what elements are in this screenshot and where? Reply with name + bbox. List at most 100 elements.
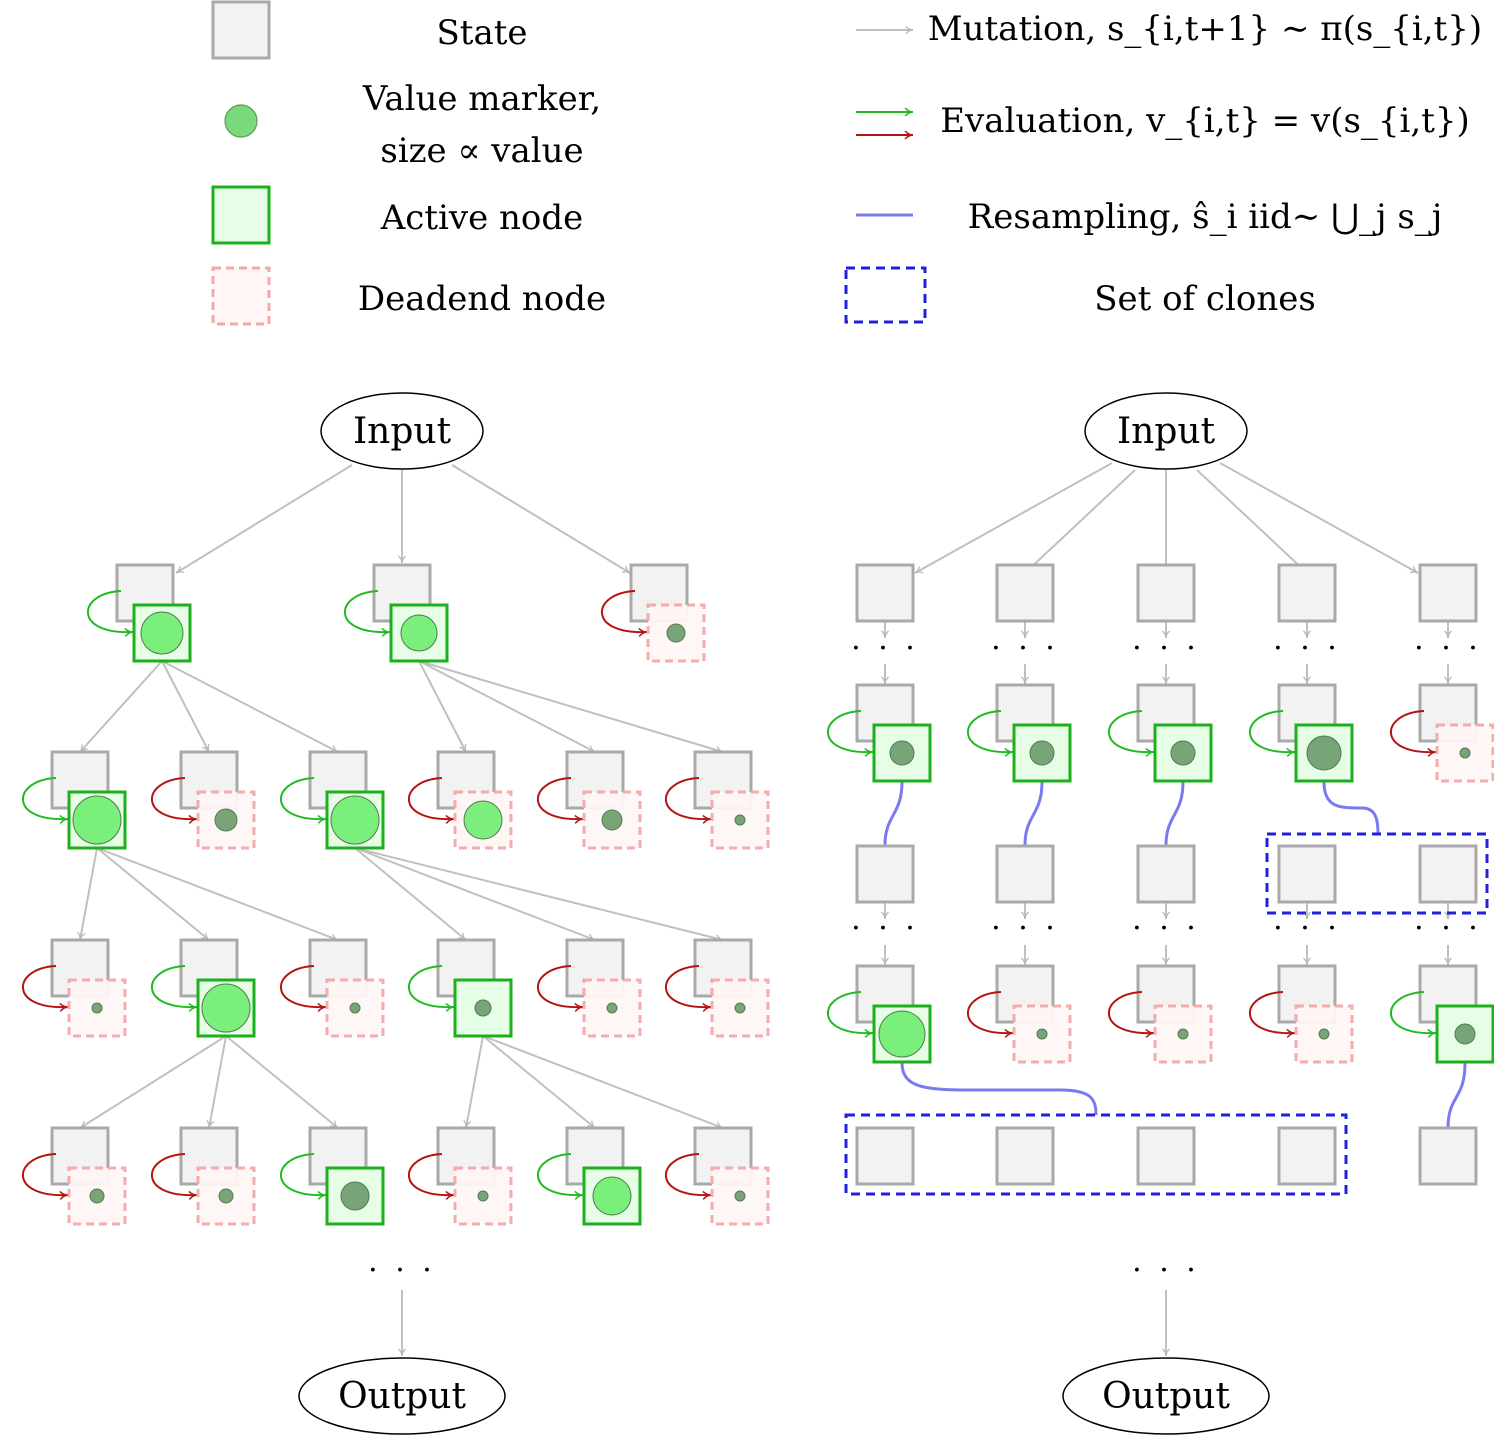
mutation-arrow: [96, 847, 210, 941]
value-marker: [214, 808, 238, 832]
active-evaluation: [151, 938, 256, 1038]
value-marker: [1170, 740, 1196, 766]
mutation-arrow: [161, 660, 210, 753]
state-node: [855, 1126, 915, 1186]
evaluation-arrow-bad: [601, 590, 648, 637]
value-marker: [1036, 1028, 1048, 1040]
legend-value-marker-swatch: [224, 104, 258, 138]
evaluation-arrow-good: [280, 777, 327, 824]
set-of-clones-box: [844, 1113, 1348, 1196]
resampling-link: [883, 781, 904, 846]
mutation-arrow: [1024, 469, 1136, 574]
vertical-ellipsis: · · ·: [1414, 911, 1482, 946]
value-marker: [1306, 735, 1342, 771]
evaluation-arrow-bad: [151, 777, 198, 824]
state-node: [995, 1126, 1055, 1186]
legend-value-marker-label-2: size ∝ value: [380, 131, 583, 171]
value-marker: [601, 809, 623, 831]
vertical-ellipsis: · · ·: [851, 631, 919, 666]
legend: State Value marker, size ∝ value Active …: [211, 0, 1482, 326]
legend-active-node-swatch: [211, 185, 271, 245]
active-evaluation: [87, 563, 192, 663]
evaluation-arrow-good: [1390, 991, 1437, 1038]
vertical-ellipsis: · · ·: [1273, 631, 1341, 666]
legend-deadend-node-swatch: [211, 266, 271, 326]
vertical-ellipsis: · · ·: [851, 911, 919, 946]
legend-state-swatch: [211, 0, 271, 60]
set-of-clones-box: [1265, 832, 1489, 915]
right-ellipsis: · · ·: [1132, 1253, 1200, 1288]
state-node: [1418, 1126, 1478, 1186]
right-input-node: [1084, 392, 1248, 470]
active-evaluation: [827, 683, 932, 783]
right-input-label: Input: [1117, 411, 1216, 452]
active-node: [325, 1166, 385, 1226]
evaluation-arrow-bad: [1249, 991, 1296, 1038]
vertical-ellipsis: · · ·: [1273, 911, 1341, 946]
value-marker: [218, 1188, 234, 1204]
value-marker: [1454, 1023, 1476, 1045]
vertical-ellipsis: · · ·: [991, 911, 1059, 946]
legend-evaluation-label: Evaluation, v_{i,t} = v(s_{i,t}): [940, 101, 1470, 141]
state-node: [1136, 844, 1196, 904]
state-node: [995, 844, 1055, 904]
evaluation-arrow-good: [151, 965, 198, 1012]
evaluation-arrow-bad: [967, 991, 1014, 1038]
parallel-resampling-diagram: Input · · · · · · · · · · · · · · · · · · · · …: [827, 392, 1494, 1435]
mutation-arrow: [482, 1035, 596, 1129]
vertical-ellipsis: · · ·: [991, 631, 1059, 666]
evaluation-arrow-bad: [408, 1153, 455, 1200]
value-marker: [349, 1002, 361, 1014]
evaluation-arrow-bad: [537, 777, 584, 824]
active-evaluation: [537, 1126, 642, 1226]
state-node: [1277, 844, 1337, 904]
deadend-evaluation: [537, 938, 642, 1038]
deadend-evaluation: [537, 750, 642, 850]
right-output-node: [1062, 1357, 1270, 1435]
mutation-arrow: [161, 660, 339, 753]
evaluation-arrow-bad: [280, 965, 327, 1012]
left-input-node: [320, 392, 484, 470]
mutation-arrow: [354, 847, 596, 942]
deadend-evaluation: [967, 964, 1072, 1064]
evaluation-arrow-good: [1108, 710, 1155, 757]
value-marker: [400, 614, 438, 652]
deadend-evaluation: [151, 1126, 256, 1226]
deadend-node: [325, 978, 385, 1038]
deadend-evaluation: [280, 938, 385, 1038]
evaluation-arrow-bad: [537, 965, 584, 1012]
value-marker: [734, 1002, 746, 1014]
mutation-arrow: [418, 660, 596, 753]
evaluation-arrow-bad: [151, 1153, 198, 1200]
evaluation-arrow-bad: [1108, 991, 1155, 1038]
left-ellipsis: · · ·: [368, 1253, 436, 1288]
evaluation-arrow-good: [967, 710, 1014, 757]
deadend-evaluation: [22, 1126, 127, 1226]
mutation-arrow: [225, 1035, 339, 1129]
value-marker: [477, 1190, 489, 1202]
evaluation-arrow-good: [1249, 710, 1296, 757]
mutation-arrow: [418, 660, 724, 754]
value-marker: [201, 983, 251, 1033]
deadend-evaluation: [408, 1126, 513, 1226]
value-marker: [474, 999, 492, 1017]
evaluation-arrow-good: [827, 710, 874, 757]
mutation-arrow: [451, 464, 631, 574]
evaluation-arrow-bad: [1390, 710, 1437, 757]
resampling-link: [900, 1062, 1098, 1116]
mutation-arrow: [1196, 469, 1308, 574]
value-marker: [1177, 1028, 1189, 1040]
active-evaluation: [827, 964, 932, 1064]
deadend-node: [710, 790, 770, 850]
state-node: [855, 844, 915, 904]
tree-search-diagram: Input · · · Output: [22, 392, 770, 1435]
state-node: [1136, 1126, 1196, 1186]
deadend-evaluation: [22, 938, 127, 1038]
deadend-evaluation: [151, 750, 256, 850]
mutation-arrow: [463, 1035, 484, 1129]
evaluation-arrow-bad: [22, 965, 69, 1012]
mutation-arrow: [482, 1035, 724, 1130]
vertical-ellipsis: · · ·: [1132, 631, 1200, 666]
evaluation-arrow-bad: [665, 965, 712, 1012]
